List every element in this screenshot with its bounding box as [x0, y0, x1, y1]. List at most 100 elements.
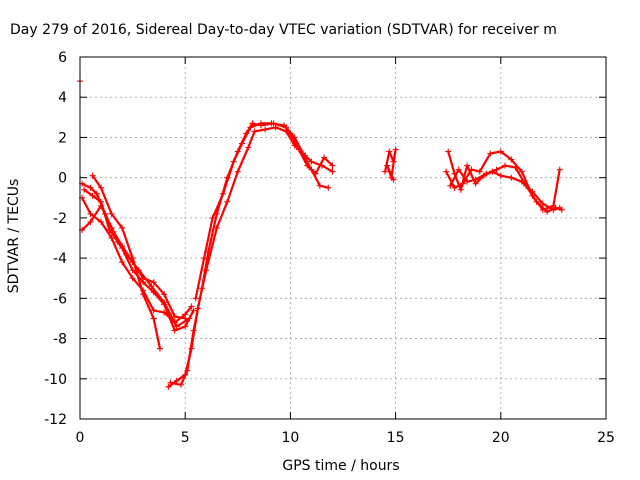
data-point — [487, 150, 494, 157]
data-point — [539, 200, 546, 207]
data-point — [98, 218, 105, 225]
data-point — [384, 162, 391, 169]
data-point — [544, 208, 551, 215]
data-point — [114, 239, 121, 246]
series-line — [447, 150, 561, 211]
data-point — [287, 130, 294, 137]
data-point — [329, 168, 336, 175]
data-point — [451, 184, 458, 191]
data-point — [161, 299, 168, 306]
data-point — [262, 126, 269, 133]
data-point — [190, 327, 197, 334]
data-point — [308, 158, 315, 165]
data-point — [119, 224, 126, 231]
data-point — [472, 176, 479, 183]
data-point — [199, 285, 206, 292]
data-point — [156, 345, 163, 352]
data-point — [268, 120, 275, 127]
data-point — [188, 303, 195, 310]
data-point — [502, 162, 509, 169]
data-point — [321, 154, 328, 161]
data-point — [390, 158, 397, 165]
data-point — [329, 162, 336, 169]
series-track-12 — [447, 162, 565, 215]
y-tick-label: -6 — [53, 291, 67, 307]
data-point — [161, 291, 168, 298]
data-point — [512, 164, 519, 171]
data-point — [186, 315, 193, 322]
series-track-9 — [382, 146, 399, 183]
data-point — [325, 184, 332, 191]
data-point — [87, 184, 94, 191]
data-point — [523, 182, 530, 189]
data-point — [150, 315, 157, 322]
series-line — [91, 174, 162, 350]
data-point — [518, 168, 525, 175]
data-point — [234, 168, 241, 175]
data-point — [150, 307, 157, 314]
data-point — [220, 190, 227, 197]
data-point — [93, 190, 100, 197]
data-point — [177, 381, 184, 388]
y-tick-label: 2 — [58, 130, 67, 146]
data-point — [464, 162, 471, 169]
data-point — [483, 170, 490, 177]
data-point — [459, 180, 466, 187]
data-point — [184, 367, 191, 374]
data-point — [556, 166, 563, 173]
data-point — [392, 146, 399, 153]
data-point — [251, 128, 258, 135]
data-point — [249, 120, 256, 127]
data-point — [224, 198, 231, 205]
axis-ticks — [79, 56, 607, 420]
data-point — [108, 235, 115, 241]
y-tick-label: -2 — [53, 211, 67, 227]
data-point — [129, 275, 136, 282]
x-tick-label: 25 — [597, 430, 615, 446]
series-track-4 — [89, 172, 163, 352]
data-point — [150, 279, 157, 286]
data-point — [209, 214, 216, 221]
data-series — [77, 78, 565, 390]
y-tick-label: -10 — [44, 372, 67, 388]
data-point — [135, 267, 142, 274]
data-point — [493, 166, 500, 173]
data-point — [98, 184, 105, 191]
data-point — [239, 140, 246, 147]
y-tick-label: 4 — [58, 90, 67, 106]
data-point — [245, 144, 252, 151]
x-tick-label: 5 — [181, 430, 190, 446]
x-tick-label: 10 — [281, 430, 299, 446]
series-track-11 — [443, 148, 563, 213]
series-line — [80, 182, 187, 320]
data-point — [192, 295, 199, 302]
y-tick-label: 0 — [58, 171, 67, 187]
y-tick-labels: 6 4 2 0 -2 -4 -6 -8 -10 -12 — [44, 50, 67, 428]
data-point — [558, 206, 565, 213]
x-tick-label: 0 — [76, 430, 85, 446]
series-line — [80, 196, 193, 324]
data-point — [281, 122, 288, 129]
data-point — [98, 198, 105, 205]
data-point — [123, 251, 130, 258]
data-point — [119, 259, 126, 266]
plot-frame — [79, 56, 607, 420]
x-tick-labels: 0 5 10 15 20 25 — [76, 430, 615, 446]
y-tick-label: -8 — [53, 332, 67, 348]
data-point — [390, 176, 397, 183]
data-point — [140, 291, 147, 298]
data-point — [508, 156, 515, 163]
y-axis-title: SDTVAR / TECUs — [6, 179, 22, 294]
data-point — [455, 166, 462, 173]
data-point — [182, 323, 189, 330]
data-point — [468, 166, 475, 173]
data-point — [171, 327, 178, 334]
data-point — [443, 168, 450, 175]
data-point — [161, 309, 168, 316]
data-point — [304, 162, 311, 169]
data-point — [106, 226, 113, 233]
data-point — [533, 198, 540, 205]
data-point — [87, 218, 94, 225]
data-point — [272, 124, 279, 131]
